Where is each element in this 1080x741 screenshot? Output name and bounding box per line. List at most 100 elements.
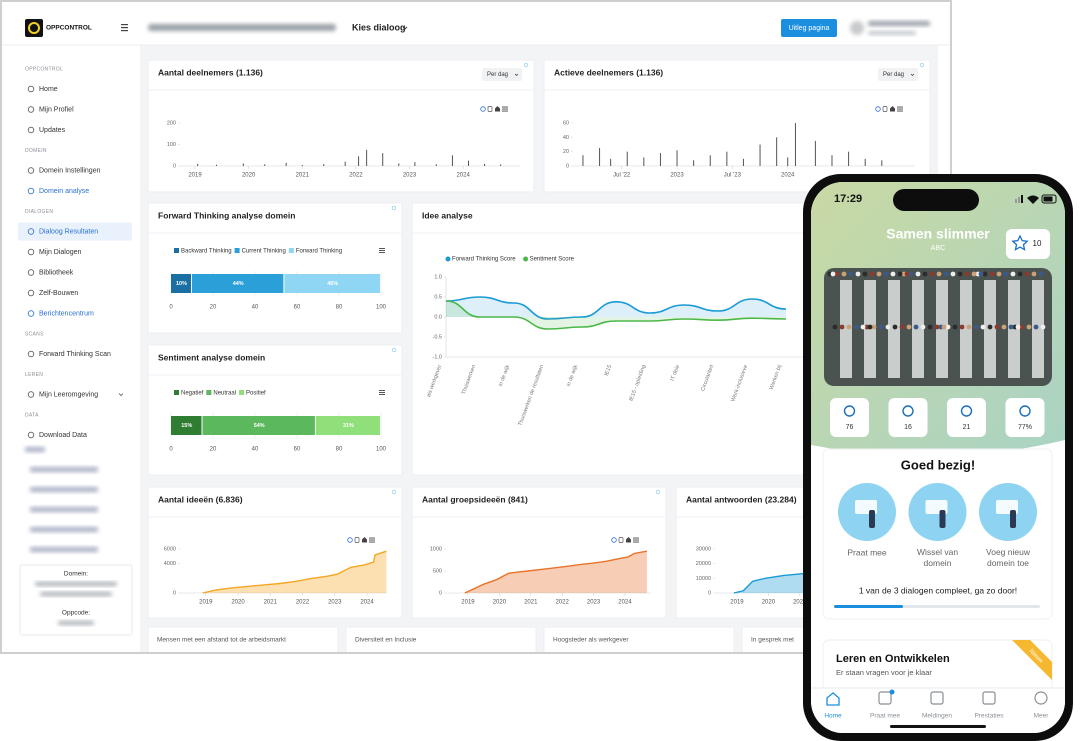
legend-swatch — [174, 248, 179, 253]
menu-icon[interactable] — [379, 390, 385, 391]
nav-label[interactable]: Praat mee — [870, 713, 900, 720]
nav-label[interactable]: Meer — [1034, 713, 1050, 720]
menu-item[interactable]: Home — [39, 86, 58, 93]
menu-item[interactable]: Domein Instellingen — [39, 167, 101, 174]
home-icon[interactable] — [495, 106, 500, 112]
legend-label[interactable]: Backward Thinking — [181, 248, 232, 254]
pan-icon[interactable] — [618, 537, 624, 543]
period-label[interactable]: Per dag — [883, 72, 904, 78]
phone-subtitle: ABC — [931, 245, 945, 252]
menu-icon[interactable] — [379, 392, 385, 393]
menu-icon[interactable] — [379, 248, 385, 249]
bar-segment — [202, 416, 315, 435]
menu-icon[interactable] — [502, 108, 508, 110]
pan-icon[interactable] — [882, 106, 888, 112]
legend-label[interactable]: Negatief — [181, 390, 204, 396]
menu-item[interactable]: Updates — [39, 127, 66, 134]
x-tick-label: 2020 — [762, 600, 776, 606]
menu-item[interactable]: Mijn Leeromgeving — [39, 391, 98, 398]
menu-icon[interactable] — [502, 106, 508, 108]
menu-item[interactable]: Mijn Dialogen — [39, 249, 82, 256]
menu-item[interactable]: Zelf-Bouwen — [39, 290, 78, 297]
blurred-menu-item — [30, 547, 98, 552]
help-button-label[interactable]: Uitleg pagina — [789, 25, 830, 32]
help-button[interactable] — [781, 19, 837, 37]
menu-item[interactable]: Mijn Profiel — [39, 106, 74, 113]
action-label[interactable]: Praat mee — [847, 547, 886, 557]
menu-icon[interactable] — [369, 537, 375, 539]
menu-item[interactable]: Dialoog Resultaten — [39, 228, 98, 235]
home-icon[interactable] — [626, 537, 631, 543]
menu-icon[interactable] — [379, 250, 385, 251]
zoom-icon[interactable] — [611, 537, 617, 543]
x-tick-label: 60 — [294, 447, 301, 453]
zoom-icon[interactable] — [480, 106, 486, 112]
home-icon[interactable] — [362, 537, 367, 543]
legend-label[interactable]: Current Thinking — [242, 248, 286, 254]
legend-label[interactable]: Neutraal — [213, 390, 236, 396]
menu-icon[interactable] — [369, 539, 375, 541]
menu-item[interactable]: Domein analyse — [39, 188, 89, 195]
menu-icon[interactable] — [897, 110, 903, 112]
stat-box[interactable] — [947, 398, 986, 437]
legend-label[interactable]: Forward Thinking Score — [452, 257, 516, 263]
spike — [398, 163, 400, 166]
x-tick-label: 0 — [169, 305, 173, 311]
dialog-select[interactable]: Kies dialoog — [352, 22, 406, 32]
pedestrian — [1019, 324, 1025, 330]
action-label[interactable]: Voeg nieuw domein toe — [986, 547, 1031, 568]
menu-icon[interactable] — [633, 539, 639, 541]
zoom-icon[interactable] — [347, 537, 353, 543]
period-select[interactable] — [482, 68, 522, 81]
period-select[interactable] — [878, 68, 918, 81]
legend-label[interactable]: Positief — [246, 390, 266, 396]
progress-fill — [834, 605, 903, 608]
menu-toggle[interactable] — [121, 24, 128, 32]
nav-icon[interactable] — [826, 692, 840, 706]
nav-icon[interactable] — [1034, 691, 1048, 705]
menu-item[interactable]: Download Data — [39, 432, 87, 439]
menu-icon[interactable] — [369, 541, 375, 543]
stat-box[interactable] — [830, 398, 869, 437]
period-label[interactable]: Per dag — [487, 72, 508, 78]
stat-box[interactable] — [888, 398, 928, 437]
stat-box[interactable] — [1005, 398, 1045, 437]
pedestrian — [899, 324, 905, 330]
learn-subtitle: Er staan vragen voor je klaar — [836, 668, 932, 677]
menu-icon[interactable] — [379, 252, 385, 253]
menu-item[interactable]: Bibliotheek — [39, 269, 74, 276]
nav-icon[interactable] — [930, 691, 944, 705]
legend-label[interactable]: Sentiment Score — [530, 257, 575, 263]
zoom-icon[interactable] — [875, 106, 881, 112]
menu-icon[interactable] — [897, 108, 903, 110]
line-area — [446, 301, 786, 329]
spike — [643, 157, 645, 166]
pan-icon[interactable] — [354, 537, 360, 543]
menu-item[interactable]: Berichtencentrum — [39, 310, 94, 317]
home-icon[interactable] — [890, 106, 895, 112]
card — [411, 486, 667, 619]
menu-icon[interactable] — [502, 110, 508, 112]
nav-label[interactable]: Meldingen — [922, 713, 952, 720]
menu-icon[interactable] — [633, 537, 639, 539]
menu-icon[interactable] — [897, 106, 903, 108]
pedestrian — [841, 271, 847, 277]
y-tick-label: -0.5 — [433, 334, 442, 340]
action-label[interactable]: Wissel van domein — [917, 547, 958, 568]
pan-icon[interactable] — [487, 106, 493, 112]
nav-icon[interactable] — [878, 691, 892, 705]
menu-icon[interactable] — [379, 394, 385, 395]
legend-label[interactable]: Forward Thinking — [296, 248, 342, 254]
spike — [197, 163, 199, 166]
nav-label[interactable]: Prestaties — [975, 713, 1005, 720]
stars-box[interactable] — [1006, 229, 1050, 259]
nav-label[interactable]: Home — [824, 713, 842, 720]
card — [543, 59, 931, 193]
legend-swatch — [239, 390, 245, 395]
menu-item[interactable]: Forward Thinking Scan — [39, 351, 111, 358]
nav-icon[interactable] — [982, 691, 996, 705]
menu-icon[interactable] — [633, 541, 639, 543]
avatar[interactable] — [850, 21, 864, 35]
